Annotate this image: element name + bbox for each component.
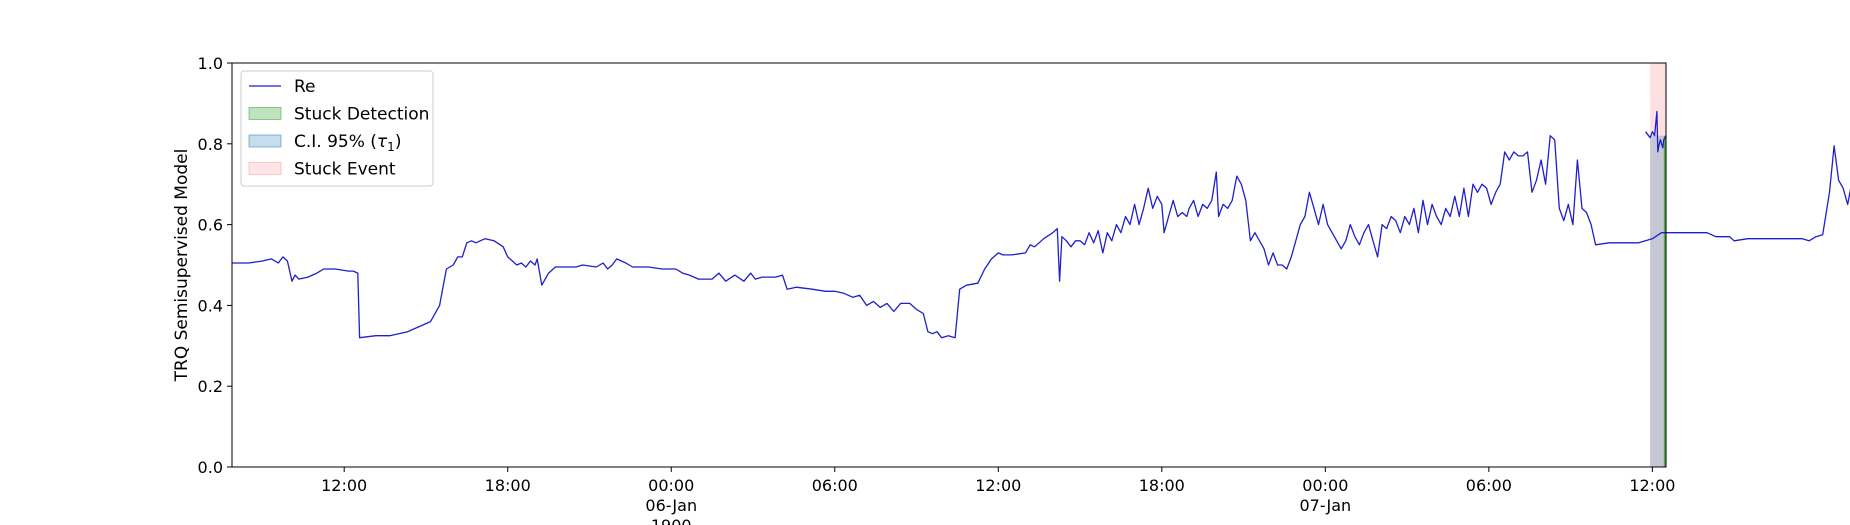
x-tick-label: 1900 — [651, 516, 692, 525]
y-tick-label: 0.8 — [198, 135, 223, 154]
legend-box — [240, 70, 434, 187]
x-tick-label: 18:00 — [1139, 476, 1185, 495]
legend-label: Stuck Event — [294, 160, 396, 180]
legend-label: Re — [294, 77, 316, 97]
legend: Re Stuck Detection C.I. 95% (τ1) Stuck Even… — [240, 70, 434, 187]
x-tick-label: 12:00 — [1629, 476, 1675, 495]
x-axis: 12:0018:0000:0006-Jan190006:0012:0018:00… — [321, 467, 1675, 525]
y-tick-label: 0.0 — [198, 458, 223, 477]
series-line-re-tail — [1645, 110, 1667, 153]
legend-swatch-patch — [248, 107, 282, 120]
legend-swatch-patch — [248, 162, 282, 175]
region-stuck-event — [1650, 63, 1666, 467]
region-stuck-detection — [1663, 135, 1666, 467]
x-tick-label: 12:00 — [321, 476, 367, 495]
x-tick-label: 18:00 — [485, 476, 531, 495]
y-axis: 0.0 0.2 0.4 0.6 0.8 1.0 — [198, 54, 232, 477]
legend-label: C.I. 95% (τ1) — [294, 132, 401, 154]
x-tick-label: 06-Jan — [645, 496, 697, 515]
data-lines — [232, 110, 1850, 339]
x-tick-label: 06:00 — [1466, 476, 1512, 495]
y-axis-label: TRQ Semisupervised Model — [172, 149, 192, 383]
legend-swatch-patch — [248, 134, 282, 148]
x-tick-label: 07-Jan — [1299, 496, 1351, 515]
y-tick-label: 1.0 — [198, 54, 223, 73]
y-tick-label: 0.6 — [198, 216, 223, 235]
legend-label: Stuck Detection — [294, 105, 429, 125]
series-line-re — [232, 135, 1850, 339]
x-tick-label: 12:00 — [975, 476, 1021, 495]
y-tick-label: 0.4 — [198, 296, 223, 315]
y-tick-label: 0.2 — [198, 377, 223, 396]
region-c-i-95- — [1650, 135, 1664, 467]
plot-frame — [231, 62, 1667, 468]
x-tick-label: 06:00 — [812, 476, 858, 495]
shaded-regions — [1650, 63, 1666, 467]
x-tick-label: 00:00 — [1302, 476, 1348, 495]
x-tick-label: 00:00 — [648, 476, 694, 495]
